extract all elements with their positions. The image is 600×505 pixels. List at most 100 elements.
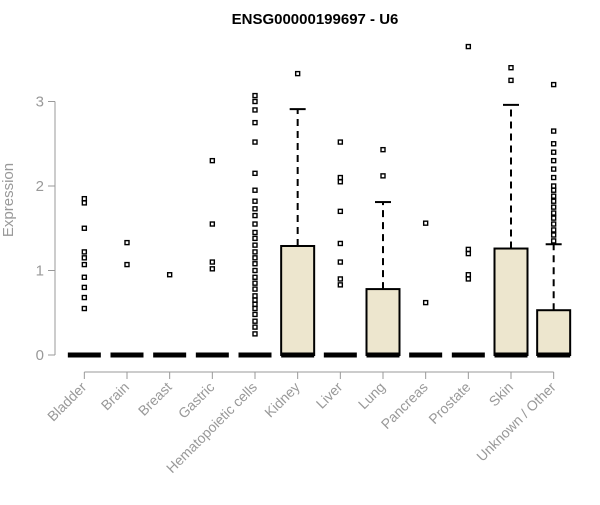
outlier-point	[337, 240, 344, 247]
outlier-point	[337, 208, 344, 215]
plot-area	[67, 43, 572, 358]
outlier-point	[465, 276, 472, 282]
outlier-point	[252, 229, 258, 236]
outlier-point	[252, 301, 258, 307]
outlier-point	[550, 187, 557, 193]
outlier-point	[380, 146, 386, 153]
outlier-point	[81, 305, 88, 312]
box-body	[536, 309, 572, 356]
x-tick-label: Liver	[313, 379, 346, 412]
outlier-point	[252, 212, 258, 219]
box-group	[195, 157, 229, 358]
outlier-point	[252, 235, 258, 242]
outlier-point	[252, 261, 258, 267]
outlier-point	[252, 198, 258, 204]
outlier-point	[81, 249, 88, 255]
box-group	[280, 70, 316, 358]
outlier-point	[465, 250, 472, 257]
box-group	[536, 81, 572, 358]
outlier-point	[81, 200, 88, 206]
outlier-point	[252, 267, 258, 274]
x-tick-label: Skin	[486, 379, 517, 410]
box-group	[153, 272, 187, 358]
outlier-point	[81, 225, 88, 231]
outlier-point	[252, 107, 258, 113]
outlier-point	[550, 141, 557, 147]
outlier-point	[550, 128, 557, 134]
outlier-point	[124, 239, 130, 246]
outlier-point	[422, 220, 429, 226]
box-group	[365, 146, 401, 358]
y-axis: 0 1 2 3	[36, 94, 56, 364]
outlier-point	[294, 70, 301, 77]
box-group	[110, 239, 144, 358]
box-body	[280, 244, 316, 356]
outlier-point	[337, 139, 344, 145]
outlier-point	[380, 173, 386, 179]
outlier-point	[337, 179, 344, 185]
outlier-point	[252, 324, 258, 330]
x-tick-label: Prostate	[425, 379, 473, 427]
x-tick-label: Unknown / Other	[473, 379, 559, 465]
outlier-point	[81, 284, 88, 291]
outlier-point	[252, 311, 258, 318]
x-tick-label: Lung	[355, 379, 388, 412]
outlier-point	[81, 195, 88, 202]
outlier-point	[81, 261, 88, 268]
outlier-point	[465, 43, 472, 50]
outlier-point	[550, 232, 557, 238]
outlier-point	[550, 174, 557, 181]
outlier-point	[550, 166, 557, 172]
outlier-point	[252, 274, 258, 280]
outlier-point	[550, 198, 557, 204]
box-group	[323, 139, 357, 358]
outlier-point	[252, 297, 258, 303]
outlier-point	[550, 149, 557, 155]
outlier-point	[252, 305, 258, 312]
outlier-point	[550, 81, 557, 88]
outlier-point	[252, 280, 258, 286]
outlier-point	[422, 299, 429, 306]
y-tick-label: 0	[36, 347, 44, 364]
outlier-point	[550, 210, 557, 216]
box-group	[238, 92, 272, 358]
outlier-point	[252, 206, 258, 212]
x-tick-label: Brain	[98, 379, 132, 413]
box-group	[493, 64, 529, 358]
outlier-point	[550, 204, 557, 210]
outlier-point	[337, 259, 344, 265]
x-tick-label: Bladder	[44, 379, 90, 425]
outlier-point	[209, 259, 216, 265]
outlier-point	[337, 276, 344, 282]
y-axis-label: Expression	[0, 163, 17, 237]
outlier-point	[252, 92, 258, 99]
y-tick-label: 2	[36, 178, 44, 195]
x-tick-label: Breast	[135, 379, 175, 419]
outlier-point	[465, 246, 472, 253]
outlier-point	[252, 170, 258, 177]
outlier-point	[252, 286, 258, 292]
outlier-point	[81, 294, 88, 301]
outlier-point	[252, 242, 258, 248]
outlier-point	[550, 183, 557, 189]
outlier-point	[550, 238, 557, 244]
x-tick-label: Pancreas	[378, 379, 431, 432]
outlier-point	[252, 318, 258, 324]
outlier-point	[550, 215, 557, 221]
outlier-point	[337, 282, 344, 288]
outlier-point	[252, 255, 258, 261]
outlier-point	[550, 157, 557, 164]
outlier-point	[209, 266, 216, 272]
outlier-point	[252, 139, 258, 145]
y-tick-label: 1	[36, 263, 44, 280]
outlier-point	[252, 293, 258, 299]
y-tick-label: 3	[36, 94, 44, 111]
outlier-point	[252, 187, 258, 193]
outlier-point	[508, 77, 514, 84]
outlier-point	[252, 249, 258, 255]
box-group	[409, 220, 443, 358]
outlier-point	[252, 119, 258, 126]
outlier-point	[252, 98, 258, 105]
